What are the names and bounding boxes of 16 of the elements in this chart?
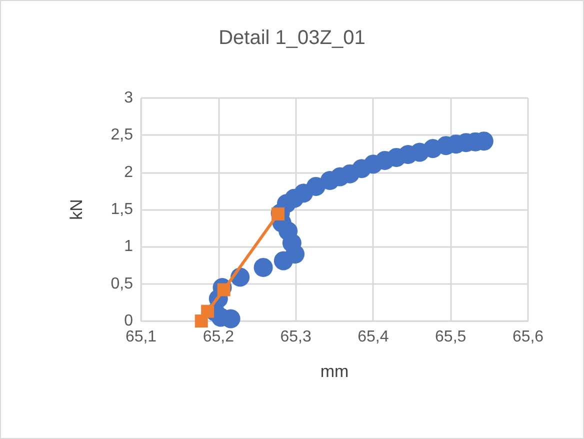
y-tick-label: 2 — [124, 164, 134, 181]
x-tick-label: 65,6 — [512, 328, 544, 346]
x-axis-title: mm — [320, 362, 349, 381]
x-tick-label: 65,3 — [280, 328, 312, 346]
x-tick-label: 65,5 — [435, 328, 466, 346]
x-tick-label: 65,1 — [125, 328, 157, 346]
y-tick-label: 3 — [124, 90, 134, 106]
x-tick-label: 65,4 — [358, 328, 389, 346]
y-axis-title: kN — [67, 199, 86, 220]
y-tick-label: 2,5 — [110, 126, 134, 144]
y-tick-label: 1 — [124, 238, 134, 256]
x-tick-label: 65,2 — [202, 328, 234, 346]
y-tick-label: 1,5 — [110, 201, 134, 218]
y-tick-label: 0 — [124, 312, 134, 330]
chart-title: Detail 1_03Z_01 — [218, 27, 366, 49]
y-tick-label: 0,5 — [110, 275, 134, 292]
